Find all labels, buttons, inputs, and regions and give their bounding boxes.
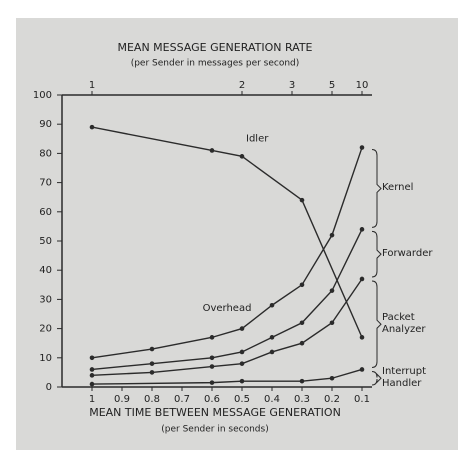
x-tick-label: 0.8	[144, 394, 160, 405]
data-point	[149, 361, 155, 366]
y-tick-label: 90	[39, 119, 52, 130]
data-point	[209, 148, 215, 153]
data-point	[329, 232, 335, 238]
y-tick-label: 40	[39, 265, 52, 276]
data-point	[239, 326, 245, 331]
data-point	[89, 355, 95, 361]
series-label: Idler	[246, 133, 269, 144]
data-point	[89, 381, 95, 387]
data-point	[359, 335, 365, 340]
data-point	[149, 346, 155, 352]
data-point	[359, 367, 365, 372]
data-point	[209, 335, 215, 340]
data-point	[329, 288, 335, 293]
data-point	[239, 378, 245, 384]
series-label: Forwarder	[382, 248, 433, 260]
series-label: Kernel	[382, 182, 414, 194]
x-tick-label: 0.4	[264, 394, 280, 405]
x-tick-label: 0.2	[324, 394, 340, 405]
series-label-text: Forwarder	[382, 248, 433, 260]
y-tick-label: 30	[39, 294, 52, 305]
series-line	[91, 229, 363, 371]
data-point	[209, 355, 215, 361]
series-label-text: Packet Analyzer	[382, 312, 426, 336]
y-tick-label: 50	[39, 236, 52, 247]
data-point	[89, 124, 95, 130]
series-line	[91, 278, 363, 377]
series-line	[91, 368, 363, 385]
data-point	[149, 370, 155, 375]
data-point	[299, 197, 305, 203]
x-tick-label: 0.5	[234, 394, 250, 405]
data-point	[299, 378, 305, 384]
series-label: Interrupt Handler	[382, 366, 427, 390]
brace	[371, 230, 382, 278]
series-label-text: Interrupt Handler	[382, 366, 427, 390]
x-tick-label: 0.7	[174, 394, 190, 405]
x-tick-label: 0.6	[204, 394, 220, 405]
x-axis-subtitle: (per Sender in seconds)	[161, 425, 268, 435]
x-tick-label: 0.9	[114, 394, 130, 405]
data-point	[239, 349, 245, 355]
data-point	[269, 349, 275, 355]
data-point	[269, 335, 275, 340]
y-tick-label: 10	[39, 353, 52, 364]
data-point	[299, 282, 305, 288]
series-line	[91, 147, 363, 359]
data-point	[299, 340, 305, 346]
brace	[371, 370, 382, 386]
y-tick-label: 70	[39, 178, 52, 189]
top-tick-label: 2	[239, 80, 245, 91]
data-point	[239, 361, 245, 366]
x-axis-title: MEAN TIME BETWEEN MESSAGE GENERATION	[89, 406, 341, 419]
data-point	[209, 380, 215, 385]
y-tick-label: 0	[46, 382, 52, 393]
data-point	[209, 364, 215, 369]
series-label: Packet Analyzer	[382, 312, 426, 336]
annotation: Overhead	[203, 303, 252, 314]
top-tick-label: 10	[356, 80, 369, 91]
y-tick-label: 80	[39, 148, 52, 159]
data-point	[329, 320, 335, 326]
series-label-text: Kernel	[382, 182, 414, 194]
brace	[371, 149, 382, 228]
y-tick-label: 100	[33, 90, 52, 101]
data-point	[329, 375, 335, 381]
data-point	[359, 227, 365, 232]
y-tick-label: 20	[39, 324, 52, 335]
data-point	[89, 373, 95, 378]
data-point	[239, 154, 245, 159]
data-point	[269, 302, 275, 308]
data-point	[299, 320, 305, 326]
panel	[16, 18, 458, 450]
top-tick-label: 5	[329, 80, 335, 91]
top-axis-title: MEAN MESSAGE GENERATION RATE	[117, 41, 312, 54]
top-tick-label: 1	[89, 80, 95, 91]
top-tick-label: 3	[289, 80, 295, 91]
data-point	[359, 276, 365, 282]
top-axis-subtitle: (per Sender in messages per second)	[131, 59, 300, 69]
x-tick-label: 0.1	[354, 394, 370, 405]
y-tick-label: 60	[39, 207, 52, 218]
x-tick-label: 0.3	[294, 394, 310, 405]
brace	[371, 280, 382, 368]
data-point	[359, 145, 365, 150]
data-point	[89, 367, 95, 372]
x-tick-label: 1	[89, 394, 95, 405]
